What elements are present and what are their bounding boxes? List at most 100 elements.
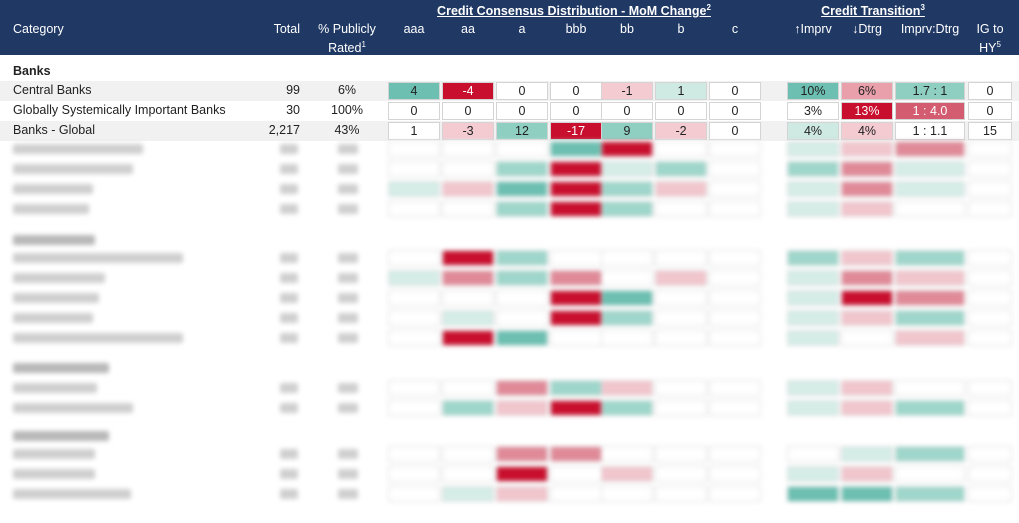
blurred-text: [13, 333, 183, 343]
blurred-cell: [388, 466, 440, 482]
blurred-text: [338, 204, 358, 214]
grade-cell-aa: 0: [442, 102, 494, 120]
blurred-cell: [655, 380, 707, 396]
blurred-text: [13, 469, 95, 479]
blurred-text: [280, 313, 298, 323]
blurred-cell: [496, 141, 548, 157]
blurred-cell: [601, 270, 653, 286]
blurred-cell: [388, 310, 440, 326]
row-category: Central Banks: [13, 83, 92, 97]
blurred-cell: [709, 400, 761, 416]
blurred-cell: [388, 250, 440, 266]
blurred-cell: [709, 446, 761, 462]
blurred-cell: [655, 250, 707, 266]
blurred-cell: [601, 310, 653, 326]
grade-cell-aaa: 4: [388, 82, 440, 100]
blurred-cell: [442, 250, 494, 266]
blurred-cell: [442, 181, 494, 197]
grade-cell-bb: 0: [601, 102, 653, 120]
blurred-cell: [968, 486, 1012, 502]
blurred-cell: [601, 486, 653, 502]
blurred-cell: [968, 141, 1012, 157]
imprv-cell: 3%: [787, 102, 839, 120]
blurred-cell: [968, 466, 1012, 482]
grade-cell-bbb: 0: [550, 82, 602, 100]
blurred-cell: [550, 400, 602, 416]
blurred-cell: [787, 310, 839, 326]
blurred-text: [338, 273, 358, 283]
blurred-text: [338, 449, 358, 459]
blurred-cell: [895, 181, 965, 197]
blurred-text: [280, 253, 298, 263]
blurred-cell: [968, 310, 1012, 326]
blurred-text: [338, 383, 358, 393]
blurred-text: [13, 363, 109, 373]
row-total: 99: [286, 83, 300, 97]
ratio-cell: 1.7 : 1: [895, 82, 965, 100]
blurred-cell: [655, 270, 707, 286]
blurred-cell: [655, 310, 707, 326]
header-ratio: Imprv:Dtrg: [900, 22, 960, 36]
blurred-cell: [841, 161, 893, 177]
blurred-cell: [841, 141, 893, 157]
blurred-cell: [550, 250, 602, 266]
blurred-text: [13, 235, 95, 245]
imprv-cell: 4%: [787, 122, 839, 140]
blurred-cell: [442, 310, 494, 326]
blurred-cell: [841, 201, 893, 217]
blurred-cell: [968, 270, 1012, 286]
blurred-cell: [895, 380, 965, 396]
blurred-cell: [550, 270, 602, 286]
blurred-cell: [968, 446, 1012, 462]
blurred-text: [280, 273, 298, 283]
blurred-cell: [550, 161, 602, 177]
blurred-cell: [601, 446, 653, 462]
blurred-cell: [655, 290, 707, 306]
blurred-cell: [601, 400, 653, 416]
dtrg-cell: 13%: [841, 102, 893, 120]
header-grade-aaa: aaa: [403, 22, 425, 36]
blurred-cell: [655, 446, 707, 462]
blurred-cell: [709, 141, 761, 157]
blurred-cell: [709, 181, 761, 197]
blurred-cell: [787, 141, 839, 157]
blurred-cell: [496, 466, 548, 482]
blurred-text: [338, 489, 358, 499]
blurred-cell: [601, 141, 653, 157]
blurred-cell: [496, 290, 548, 306]
blurred-text: [338, 253, 358, 263]
header-ccd-title: Credit Consensus Distribution - MoM Chan…: [437, 3, 711, 19]
blurred-cell: [895, 250, 965, 266]
ratio-cell: 1 : 1.1: [895, 122, 965, 140]
blurred-cell: [655, 161, 707, 177]
blurred-text: [13, 403, 133, 413]
blurred-cell: [787, 330, 839, 346]
blurred-cell: [709, 466, 761, 482]
blurred-cell: [655, 201, 707, 217]
blurred-cell: [388, 446, 440, 462]
blurred-cell: [895, 290, 965, 306]
blurred-text: [280, 204, 298, 214]
blurred-text: [338, 403, 358, 413]
blurred-cell: [496, 310, 548, 326]
blurred-cell: [655, 330, 707, 346]
blurred-text: [338, 313, 358, 323]
blurred-cell: [895, 310, 965, 326]
blurred-cell: [895, 270, 965, 286]
blurred-text: [13, 273, 105, 283]
grade-cell-a: 0: [496, 82, 548, 100]
blurred-cell: [787, 250, 839, 266]
blurred-cell: [787, 446, 839, 462]
blurred-cell: [895, 141, 965, 157]
blurred-cell: [601, 201, 653, 217]
blurred-text: [338, 184, 358, 194]
blurred-cell: [787, 290, 839, 306]
blurred-text: [13, 144, 143, 154]
blurred-cell: [550, 466, 602, 482]
blurred-text: [338, 293, 358, 303]
grade-cell-aaa: 1: [388, 122, 440, 140]
blurred-cell: [787, 400, 839, 416]
blurred-cell: [496, 201, 548, 217]
blurred-text: [13, 253, 183, 263]
blurred-cell: [442, 161, 494, 177]
